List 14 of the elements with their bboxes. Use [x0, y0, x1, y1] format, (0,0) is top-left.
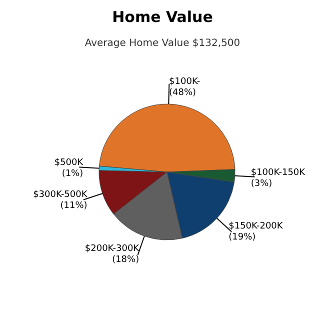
slice-label: $200K-300K — [84, 244, 140, 254]
data-label: (1%) — [62, 169, 84, 180]
data-label: (19%) — [228, 232, 256, 242]
slice-label: $300K-500K — [33, 190, 88, 200]
slice-label: $150K-200K — [228, 221, 284, 232]
data-label: (48%) — [169, 88, 196, 98]
data-label: (11%) — [60, 201, 88, 212]
chart-subtitle: Average Home Value $132,500 — [84, 38, 242, 49]
slice-label: $500K — [54, 158, 84, 168]
slice-label: $100K-150K — [250, 168, 306, 178]
data-label: (3%) — [250, 178, 272, 189]
slice-label: $100K- — [169, 77, 200, 88]
chart-title: Home Value — [111, 8, 214, 26]
data-label: (18%) — [112, 255, 140, 266]
